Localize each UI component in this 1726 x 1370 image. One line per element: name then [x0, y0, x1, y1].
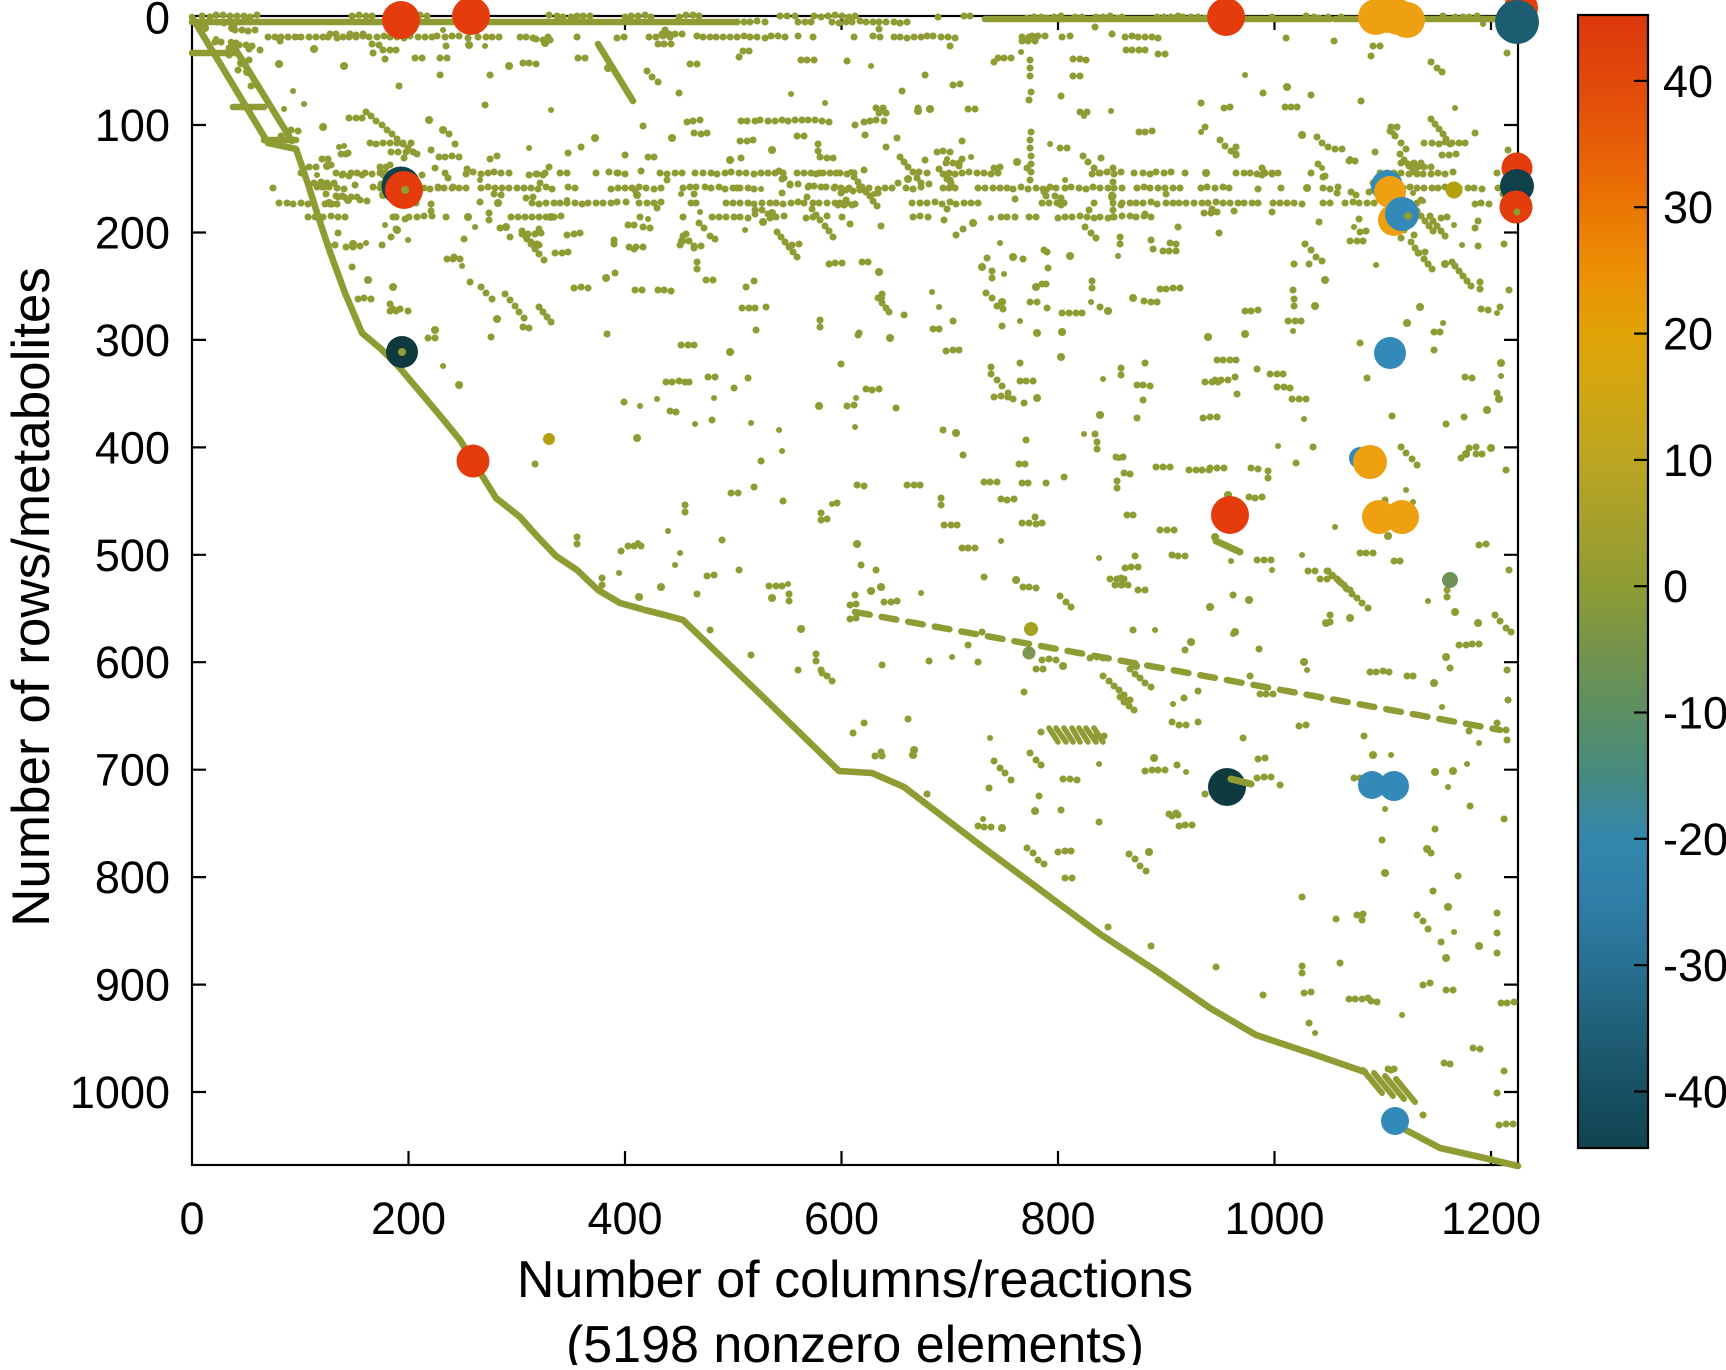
svg-text:700: 700 — [95, 745, 170, 796]
svg-text:20: 20 — [1663, 309, 1713, 360]
svg-text:Number of columns/reactions: Number of columns/reactions — [517, 1251, 1193, 1309]
svg-text:400: 400 — [95, 422, 170, 473]
svg-text:-40: -40 — [1663, 1066, 1726, 1117]
svg-text:1000: 1000 — [1224, 1193, 1324, 1244]
svg-text:(5198 nonzero elements): (5198 nonzero elements) — [566, 1316, 1144, 1365]
svg-text:100: 100 — [95, 100, 170, 151]
svg-text:-30: -30 — [1663, 940, 1726, 991]
svg-text:800: 800 — [95, 852, 170, 903]
svg-text:800: 800 — [1020, 1193, 1095, 1244]
svg-text:30: 30 — [1663, 182, 1713, 233]
svg-text:300: 300 — [95, 315, 170, 366]
svg-text:500: 500 — [95, 530, 170, 581]
svg-text:-20: -20 — [1663, 814, 1726, 865]
svg-text:400: 400 — [587, 1193, 662, 1244]
svg-text:600: 600 — [95, 637, 170, 688]
svg-text:0: 0 — [145, 0, 170, 44]
svg-text:0: 0 — [179, 1193, 204, 1244]
svg-text:900: 900 — [95, 960, 170, 1011]
svg-text:-10: -10 — [1663, 688, 1726, 739]
svg-text:0: 0 — [1663, 561, 1688, 612]
svg-text:200: 200 — [371, 1193, 446, 1244]
svg-text:40: 40 — [1663, 56, 1713, 107]
svg-text:600: 600 — [804, 1193, 879, 1244]
svg-text:Number of rows/metabolites: Number of rows/metabolites — [2, 267, 61, 927]
svg-text:200: 200 — [95, 207, 170, 258]
svg-text:1200: 1200 — [1441, 1193, 1541, 1244]
svg-text:10: 10 — [1663, 435, 1713, 486]
svg-text:1000: 1000 — [70, 1067, 170, 1118]
